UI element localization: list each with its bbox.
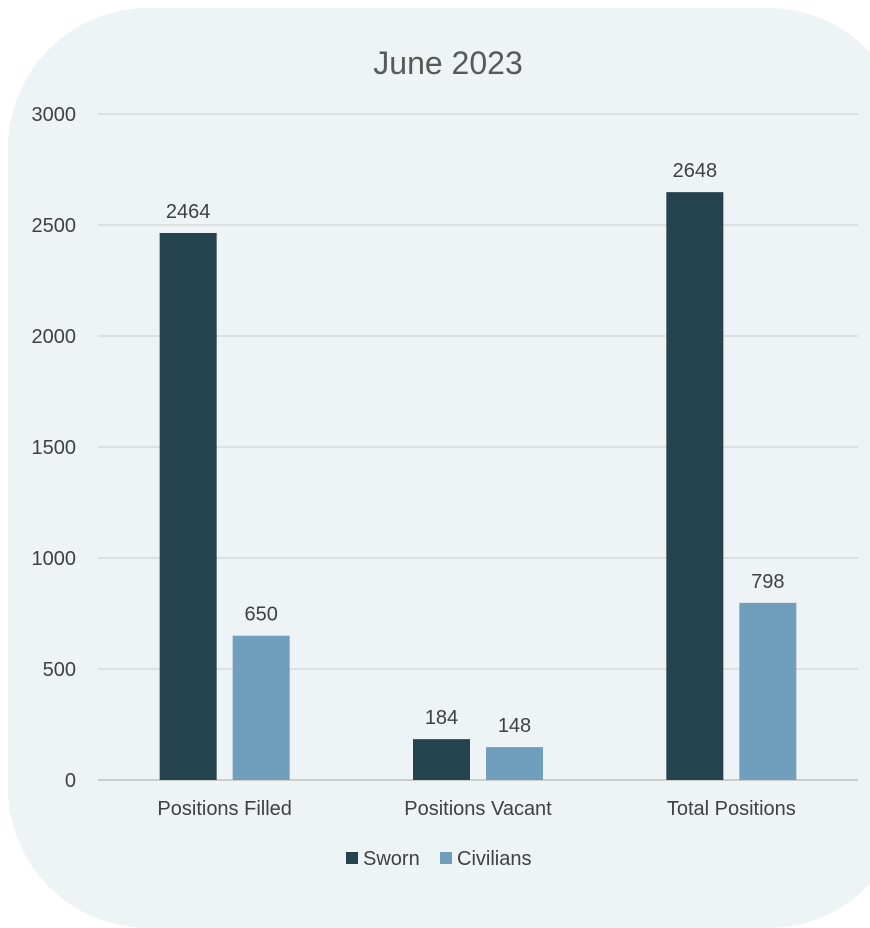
category-label: Total Positions bbox=[667, 798, 796, 820]
y-tick-label: 0 bbox=[65, 770, 76, 792]
y-tick-label: 2000 bbox=[32, 326, 77, 348]
data-labels: 2464 650 184 148 2648 798 bbox=[166, 160, 785, 737]
y-tick-label: 2500 bbox=[32, 215, 77, 237]
data-label: 798 bbox=[751, 571, 784, 593]
bar-sworn bbox=[159, 232, 217, 780]
bar-civilians bbox=[486, 747, 543, 780]
legend-label: Sworn bbox=[363, 848, 420, 870]
data-label: 2464 bbox=[166, 201, 211, 223]
y-axis-ticks: 0 500 1000 1500 2000 2500 3000 bbox=[32, 104, 77, 792]
legend-swatch bbox=[440, 852, 452, 864]
y-tick-label: 1500 bbox=[32, 437, 77, 459]
y-tick-label: 1000 bbox=[32, 548, 77, 570]
data-label: 184 bbox=[425, 707, 458, 729]
legend-swatch bbox=[346, 852, 358, 864]
category-label: Positions Filled bbox=[157, 798, 292, 820]
y-tick-label: 500 bbox=[43, 659, 76, 681]
legend: Sworn Civilians bbox=[346, 848, 531, 870]
bars bbox=[159, 192, 797, 781]
data-label: 650 bbox=[244, 604, 277, 626]
legend-label: Civilians bbox=[457, 848, 531, 870]
bar-sworn bbox=[413, 739, 470, 780]
bar-civilians bbox=[232, 635, 290, 780]
category-label: Positions Vacant bbox=[404, 798, 552, 820]
y-tick-label: 3000 bbox=[32, 104, 77, 126]
bar-chart: June 2023 0 500 1000 1500 2000 2500 3000 2464 6… bbox=[32, 45, 858, 870]
bar-civilians bbox=[739, 602, 797, 780]
x-axis-categories: Positions Filled Positions Vacant Total Po… bbox=[157, 798, 795, 820]
bar-sworn bbox=[666, 192, 724, 781]
data-label: 148 bbox=[498, 715, 531, 737]
gridlines bbox=[98, 113, 858, 781]
chart-title: June 2023 bbox=[373, 45, 522, 81]
data-label: 2648 bbox=[673, 160, 718, 182]
